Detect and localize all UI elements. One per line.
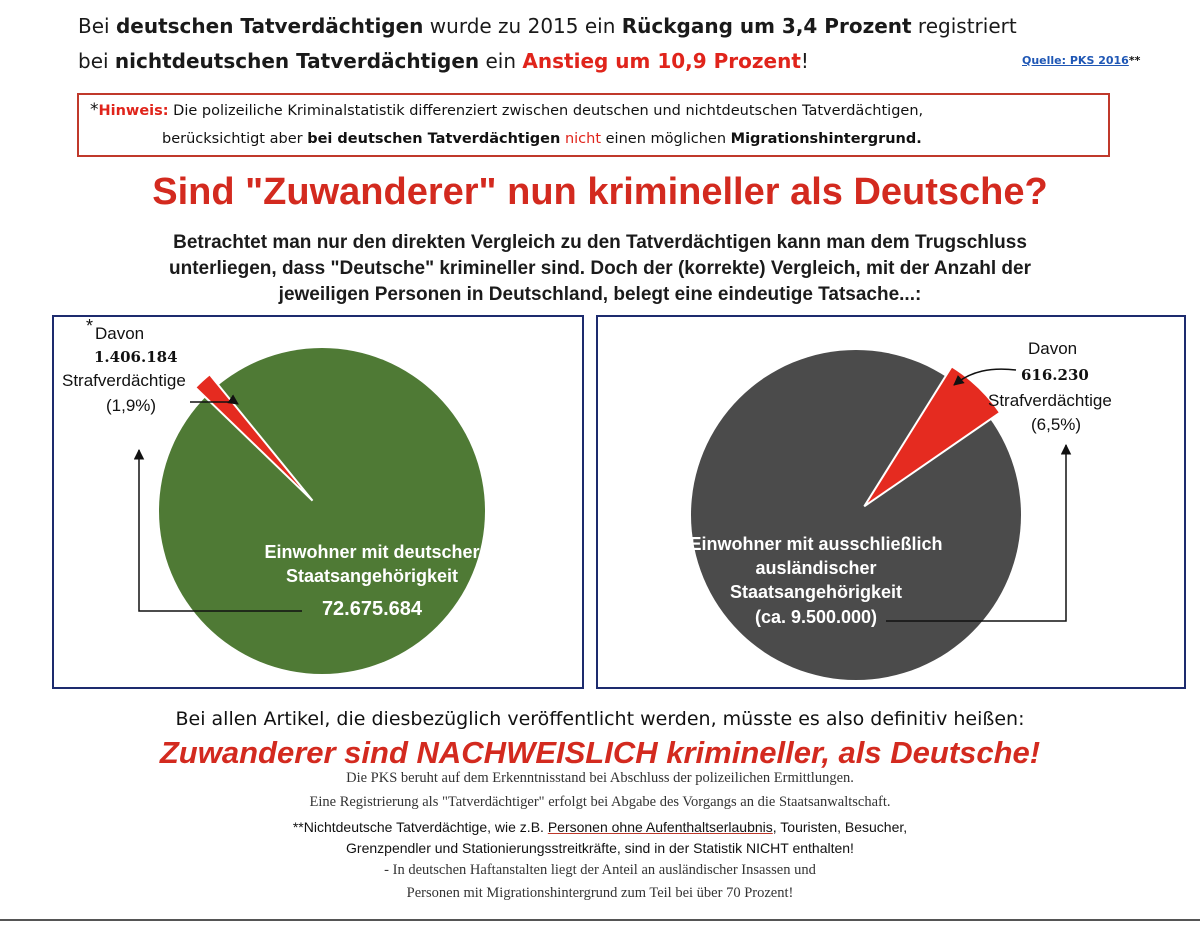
label-suspect-count: 616.230 — [1021, 366, 1089, 384]
label-suspects: Strafverdächtige — [62, 371, 186, 390]
header-text: bei — [78, 49, 115, 73]
header-emphasis-red: Anstieg um 10,9 Prozent — [522, 49, 801, 73]
pie-label: Einwohner mit deutscher — [264, 542, 480, 562]
note-text: berücksichtigt aber — [162, 131, 308, 147]
header-text: ! — [800, 49, 809, 73]
label-suspects: Strafverdächtige — [988, 391, 1112, 410]
pie-label: Staatsangehörigkeit — [729, 582, 903, 602]
footnote: Eine Registrierung als "Tatverdächtiger"… — [309, 794, 891, 810]
label-percent: (6,5%) — [1031, 415, 1082, 434]
footnote: Personen mit Migrationshintergrund zum T… — [406, 885, 794, 901]
footnote-underlined: Personen ohne Aufenthaltserlaubnis — [547, 819, 773, 835]
header-text: registriert — [911, 14, 1017, 38]
label-suspect-count: 1.406.184 — [94, 348, 178, 366]
note-box — [77, 93, 1110, 157]
bottom-divider — [0, 919, 1200, 921]
intro-line: unterliegen, dass "Deutsche" krimineller… — [168, 258, 1031, 279]
intro-line: Betrachtet man nur den direkten Vergleic… — [173, 232, 1027, 253]
source-citation: Quelle: PKS 2016** — [1022, 54, 1140, 67]
pie-label: Einwohner mit ausschließlich — [689, 534, 943, 554]
pie-label: ausländischer — [755, 558, 877, 578]
label-davon: Davon — [95, 324, 145, 343]
pie-chart-foreign — [691, 350, 1072, 680]
total-arrow — [886, 443, 1072, 622]
header-text: ein — [479, 49, 523, 73]
header-line-2: bei nichtdeutschen Tatverdächtigen ein A… — [78, 49, 809, 73]
main-statement: Zuwanderer sind NACHWEISLICH krimineller… — [159, 735, 1041, 770]
label-star: * — [86, 316, 94, 336]
label-percent: (1,9%) — [106, 396, 157, 415]
label-davon: Davon — [1028, 339, 1078, 358]
conclusion-text: Bei allen Artikel, die diesbezüglich ver… — [175, 708, 1025, 730]
header-emphasis: Rückgang um 3,4 Prozent — [621, 14, 912, 38]
page-title: Sind "Zuwanderer" nun krimineller als De… — [152, 171, 1048, 213]
note-emphasis: Migrationshintergrund. — [730, 131, 922, 147]
header-emphasis: deutschen Tatverdächtigen — [115, 14, 424, 38]
total-arrow — [133, 448, 302, 612]
note-line-2: berücksichtigt aber bei deutschen Tatver… — [162, 131, 922, 147]
pie-chart-german — [133, 348, 485, 674]
note-text: Die polizeiliche Kriminalstatistik diffe… — [168, 103, 924, 119]
footnote: Die PKS beruht auf dem Erkenntnisstand b… — [346, 770, 854, 786]
footnote: **Nichtdeutsche Tatverdächtige, wie z.B.… — [0, 819, 1200, 835]
footnote-text: **Nichtdeutsche Tatverdächtige, wie z.B. — [292, 819, 548, 835]
footnote-text: , Touristen, Besucher, — [772, 819, 908, 835]
header-text: wurde zu 2015 ein — [423, 14, 622, 38]
pointer-arrow — [190, 394, 239, 405]
pointer-arrow — [953, 368, 1017, 386]
header-line-1: Bei deutschen Tatverdächtigen wurde zu 2… — [78, 14, 1017, 38]
source-marker: ** — [1128, 54, 1141, 67]
header-emphasis: nichtdeutschen Tatverdächtigen — [114, 49, 480, 73]
header-text: Bei — [78, 14, 116, 38]
pie-label: Staatsangehörigkeit — [285, 566, 459, 586]
intro-line: jeweiligen Personen in Deutschland, bele… — [278, 284, 922, 305]
pie-total: 72.675.684 — [321, 598, 423, 620]
pie-slice-german-suspects — [193, 372, 314, 502]
chart-panel-german — [52, 315, 584, 689]
chart-panel-foreign — [596, 315, 1186, 689]
note-emphasis: bei deutschen Tatverdächtigen — [307, 131, 561, 147]
note-text: einen möglichen — [601, 131, 731, 147]
note-line-1: *Hinweis: Die polizeiliche Kriminalstati… — [90, 100, 923, 120]
note-star: * — [90, 100, 99, 120]
footnote: Grenzpendler und Stationierungsstreitkrä… — [346, 840, 854, 856]
pie-total: (ca. 9.500.000) — [754, 607, 878, 627]
pie-slice-foreign-suspects — [863, 365, 1002, 508]
footnote: - In deutschen Haftanstalten liegt der A… — [384, 862, 816, 878]
source-link[interactable]: Quelle: PKS 2016 — [1022, 54, 1129, 67]
note-hint-label: Hinweis: — [98, 103, 169, 119]
note-emphasis-red: nicht — [564, 131, 602, 147]
